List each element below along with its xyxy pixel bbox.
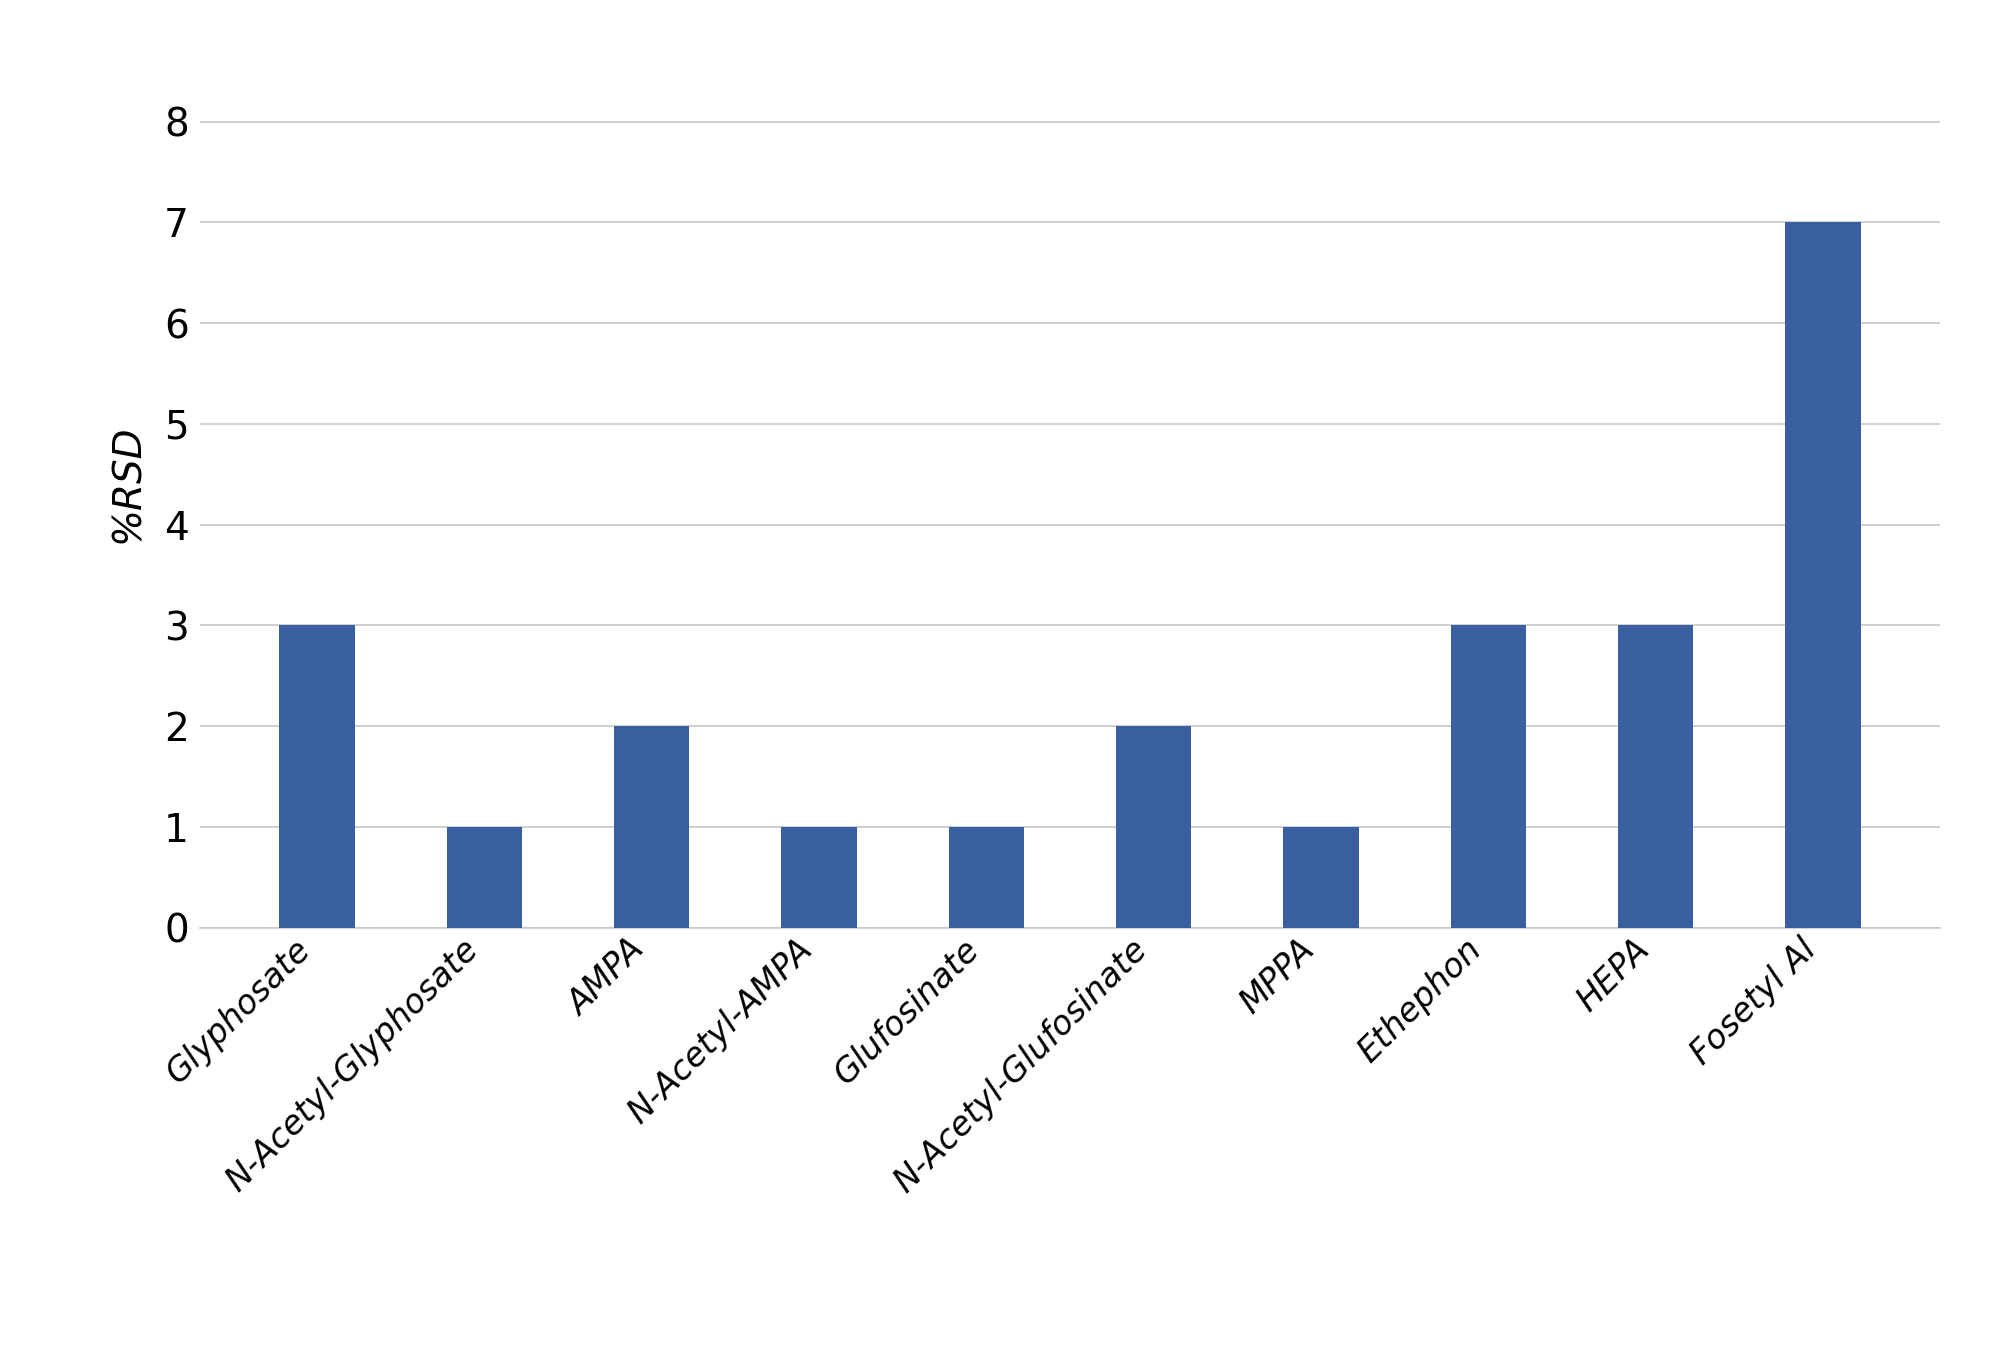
Bar [782, 827, 856, 928]
Bar [1450, 625, 1526, 928]
Bar [1284, 827, 1358, 928]
Bar [614, 726, 690, 928]
Bar [1786, 222, 1860, 928]
Bar [446, 827, 522, 928]
Bar [1116, 726, 1192, 928]
Y-axis label: %RSD: %RSD [110, 426, 148, 543]
Bar [280, 625, 354, 928]
Bar [1618, 625, 1694, 928]
Bar [948, 827, 1024, 928]
